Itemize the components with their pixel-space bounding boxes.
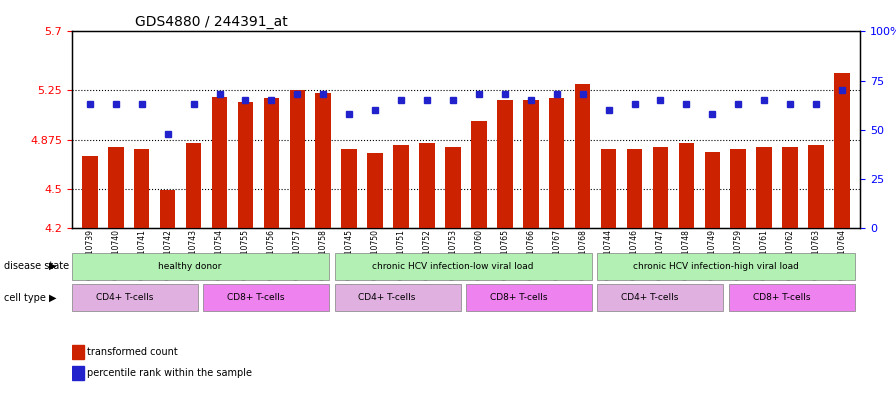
Text: cell type: cell type [4, 293, 47, 303]
Text: percentile rank within the sample: percentile rank within the sample [88, 368, 253, 378]
Text: GDS4880 / 244391_at: GDS4880 / 244391_at [134, 15, 288, 29]
Bar [626, 149, 642, 228]
Bar [341, 149, 357, 228]
Bar [575, 84, 590, 228]
Bar [808, 145, 823, 228]
Bar [782, 147, 798, 228]
Text: disease state: disease state [4, 261, 70, 271]
Bar [82, 156, 98, 228]
Bar [263, 98, 280, 228]
FancyBboxPatch shape [334, 253, 592, 279]
Bar [601, 149, 616, 228]
FancyBboxPatch shape [728, 285, 855, 311]
FancyBboxPatch shape [72, 253, 329, 279]
Text: CD8+ T-cells: CD8+ T-cells [753, 293, 810, 302]
Bar [652, 147, 668, 228]
Bar [704, 152, 720, 228]
Text: healthy donor: healthy donor [159, 262, 221, 271]
Bar [211, 97, 228, 228]
Bar [549, 98, 564, 228]
FancyBboxPatch shape [598, 285, 723, 311]
FancyBboxPatch shape [72, 285, 198, 311]
Bar [289, 90, 306, 228]
Bar [72, 345, 83, 359]
Bar [185, 143, 202, 228]
Bar [730, 149, 746, 228]
FancyBboxPatch shape [598, 253, 855, 279]
Bar [237, 102, 254, 228]
Bar [497, 99, 513, 228]
Text: CD4+ T-cells: CD4+ T-cells [96, 293, 153, 302]
Text: CD8+ T-cells: CD8+ T-cells [490, 293, 547, 302]
Bar [756, 147, 772, 228]
Bar [834, 73, 849, 228]
Bar [445, 147, 461, 228]
Bar [419, 143, 435, 228]
Bar [471, 121, 487, 228]
Text: transformed count: transformed count [88, 347, 178, 357]
Bar [393, 145, 409, 228]
Bar [367, 153, 383, 228]
Text: ▶: ▶ [49, 261, 56, 271]
Text: CD4+ T-cells: CD4+ T-cells [358, 293, 416, 302]
Bar [134, 149, 150, 228]
Text: CD4+ T-cells: CD4+ T-cells [621, 293, 678, 302]
FancyBboxPatch shape [203, 285, 329, 311]
Bar [159, 190, 176, 228]
FancyBboxPatch shape [334, 285, 461, 311]
Bar [315, 93, 331, 228]
FancyBboxPatch shape [466, 285, 592, 311]
Text: chronic HCV infection-low viral load: chronic HCV infection-low viral load [372, 262, 533, 271]
Text: chronic HCV infection-high viral load: chronic HCV infection-high viral load [633, 262, 798, 271]
Text: ▶: ▶ [49, 293, 56, 303]
Bar [72, 366, 83, 380]
Bar [523, 99, 538, 228]
Bar [678, 143, 694, 228]
Bar [108, 147, 124, 228]
Text: CD8+ T-cells: CD8+ T-cells [227, 293, 284, 302]
